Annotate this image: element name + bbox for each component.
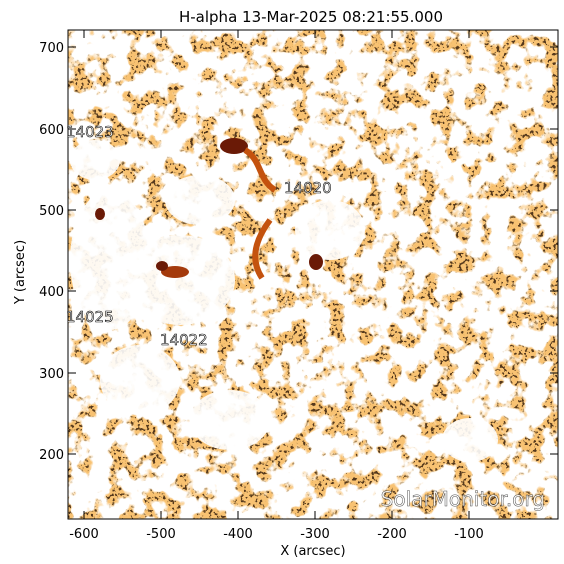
y-tick-label: 500 — [39, 204, 64, 219]
figure-title: H-alpha 13-Mar-2025 08:21:55.000 — [179, 8, 443, 26]
x-tick-label: -400 — [223, 527, 253, 542]
plot-frame — [67, 29, 559, 520]
y-tick-label: 300 — [39, 367, 64, 382]
x-ticks — [83, 30, 470, 519]
x-tick-label: -600 — [69, 527, 99, 542]
x-axis-label: X (arcsec) — [280, 544, 345, 559]
x-tick-label: -100 — [454, 527, 484, 542]
y-tick-label: 200 — [39, 448, 64, 463]
y-axis-label: Y (arcsec) — [13, 240, 28, 305]
watermark: SolarMonitor.org — [381, 487, 545, 511]
active-features — [95, 138, 323, 280]
region-label: 14020 — [284, 179, 332, 197]
x-tick-label: -300 — [300, 527, 330, 542]
region-label: 14023 — [66, 123, 114, 141]
x-tick-label: -500 — [146, 527, 176, 542]
plage-areas — [70, 140, 498, 462]
solar-image — [68, 30, 558, 519]
region-label: 14025 — [66, 308, 114, 326]
y-tick-label: 700 — [39, 41, 64, 56]
region-label: 14022 — [160, 331, 208, 349]
y-ticks — [68, 46, 558, 455]
x-tick-label: -200 — [377, 527, 407, 542]
y-tick-label: 400 — [39, 285, 64, 300]
y-tick-label: 600 — [39, 123, 64, 138]
